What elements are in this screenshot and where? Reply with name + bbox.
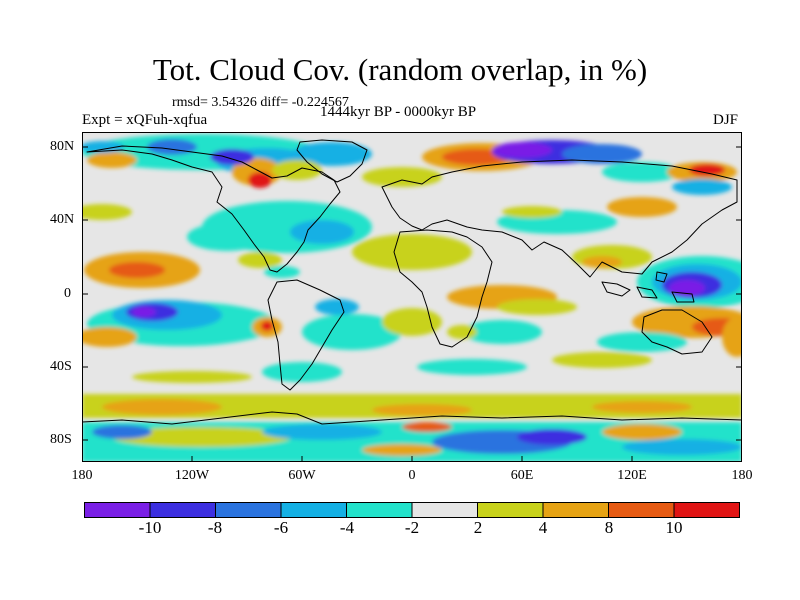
coastlines <box>82 139 742 425</box>
lat-label-80s: 80S <box>50 432 72 447</box>
south-america-coast <box>267 279 345 391</box>
lon-label-180w: 180 <box>71 468 93 483</box>
colorbar-label: 2 <box>473 518 483 537</box>
north-america-coast <box>86 145 341 273</box>
colorbar-swatch <box>280 502 347 518</box>
colorbar-swatch <box>477 502 544 518</box>
lat-label-80n: 80N <box>50 139 75 154</box>
maritime-continent-coast <box>601 271 695 303</box>
experiment-label: Expt = xQFuh-xqfua <box>82 112 208 128</box>
eurasia-coast <box>381 159 738 278</box>
colorbar-label: -10 <box>138 518 162 537</box>
colorbar-swatch <box>215 502 282 518</box>
colorbar-label: -8 <box>207 518 223 537</box>
antarctica-coast <box>82 411 742 425</box>
lat-label-0: 0 <box>64 286 71 301</box>
colorbar-swatch <box>542 502 609 518</box>
cloud-cover-map <box>82 132 742 462</box>
colorbar-swatch <box>346 502 413 518</box>
lat-label-40n: 40N <box>50 212 75 227</box>
colorbar-swatch <box>411 502 478 518</box>
season-label: DJF <box>713 112 739 128</box>
africa-coast <box>393 229 493 348</box>
lat-label-40s: 40S <box>50 359 72 374</box>
stats-line: rmsd= 3.54326 diff= -0.224567 <box>172 95 349 110</box>
axis-ticks <box>82 146 742 462</box>
lon-label-180e: 180 <box>731 468 753 483</box>
anomaly-field <box>82 134 742 462</box>
colorbar-swatch <box>608 502 675 518</box>
australia-coast <box>641 309 713 355</box>
greenland-coast <box>296 139 368 183</box>
lon-label-0: 0 <box>408 468 416 483</box>
map-title: Tot. Cloud Cov. (random overlap, in %) <box>152 52 648 87</box>
colorbar-swatch <box>84 502 151 518</box>
colorbar-label: 10 <box>665 518 683 537</box>
lon-label-60e: 60E <box>510 468 534 483</box>
lon-label-120w: 120W <box>174 468 210 483</box>
period-label: 1444kyr BP - 0000kyr BP <box>320 104 477 120</box>
lon-label-120e: 120E <box>617 468 647 483</box>
colorbar-label: -6 <box>273 518 289 537</box>
colorbar-label: 8 <box>604 518 614 537</box>
colorbar-label: -2 <box>404 518 420 537</box>
colorbar-label: -4 <box>339 518 355 537</box>
colorbar-swatch <box>673 502 740 518</box>
lon-label-60w: 60W <box>288 468 316 483</box>
colorbar <box>84 502 740 518</box>
colorbar-swatch <box>149 502 216 518</box>
colorbar-label: 4 <box>538 518 548 537</box>
